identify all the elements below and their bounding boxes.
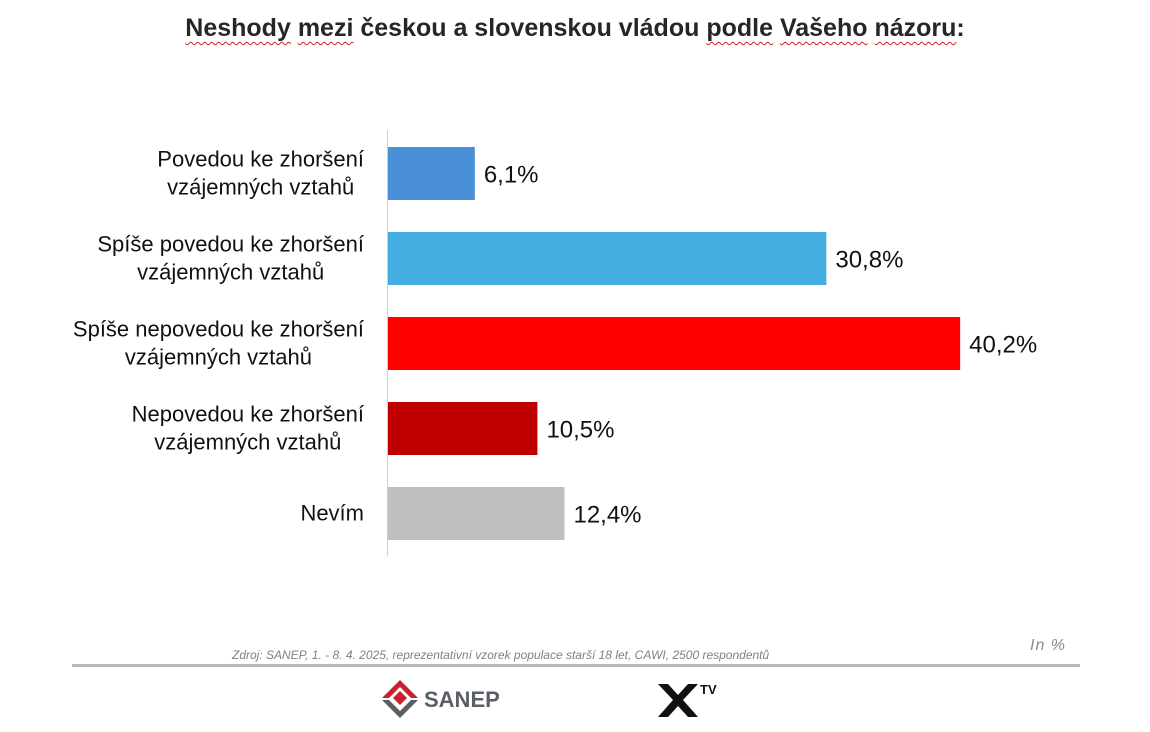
title-word: názoru (874, 14, 957, 42)
category-label-line: vzájemných vztahů (154, 430, 341, 455)
xtv-logo-text: TV (700, 682, 717, 697)
sanep-logo-text: SANEP (424, 687, 500, 712)
category-label-line: vzájemných vztahů (125, 345, 312, 370)
category-label-line: Spíše povedou ke zhoršení (97, 232, 364, 257)
bar-value-label: 6,1% (484, 162, 539, 189)
category-label-line: Povedou ke zhoršení (157, 147, 364, 172)
category-label-line: vzájemných vztahů (137, 260, 324, 285)
bar (388, 232, 827, 285)
category-label: Nevím (300, 501, 364, 526)
chart-title: Neshody mezi českou a slovenskou vládou … (0, 14, 1150, 43)
footer-divider (72, 664, 1080, 667)
x-mark-icon (658, 684, 698, 717)
sanep-mark-icon (382, 680, 418, 718)
category-label: Nepovedou ke zhoršení vzájemných vztahů (132, 402, 364, 455)
category-label-line: Nevím (300, 501, 364, 526)
bar-chart: 6,1% Povedou ke zhoršení vzájemných vztahů… (73, 130, 1037, 556)
bar (388, 317, 961, 370)
category-label: Povedou ke zhoršení vzájemných vztahů (157, 147, 364, 200)
source-note: Zdroj: SANEP, 1. - 8. 4. 2025, reprezent… (232, 648, 770, 662)
bar-value-label: 12,4% (573, 502, 641, 529)
bar (388, 147, 475, 200)
unit-label: In % (1030, 637, 1067, 654)
sanep-logo: SANEP (382, 680, 500, 718)
bar (388, 402, 538, 455)
bar-value-label: 10,5% (546, 417, 614, 444)
title-word: mezi (297, 14, 354, 42)
title-word: Neshody (185, 14, 291, 42)
category-label: Spíše povedou ke zhoršení vzájemných vzta… (97, 232, 364, 285)
title-word: Vašeho (779, 14, 868, 42)
category-label-line: vzájemných vztahů (167, 175, 354, 200)
bar-value-label: 40,2% (969, 332, 1037, 359)
xtv-logo: TV (658, 682, 717, 717)
category-label: Spíše nepovedou ke zhoršení vzájemných vz… (73, 317, 364, 370)
bar-value-label: 30,8% (835, 247, 903, 274)
title-word: českou a slovenskou vládou (353, 14, 707, 42)
title-word: podle (706, 14, 773, 42)
bar (388, 487, 565, 540)
category-label-line: Spíše nepovedou ke zhoršení (73, 317, 364, 342)
title-word: : (956, 14, 965, 42)
category-label-line: Nepovedou ke zhoršení (132, 402, 364, 427)
